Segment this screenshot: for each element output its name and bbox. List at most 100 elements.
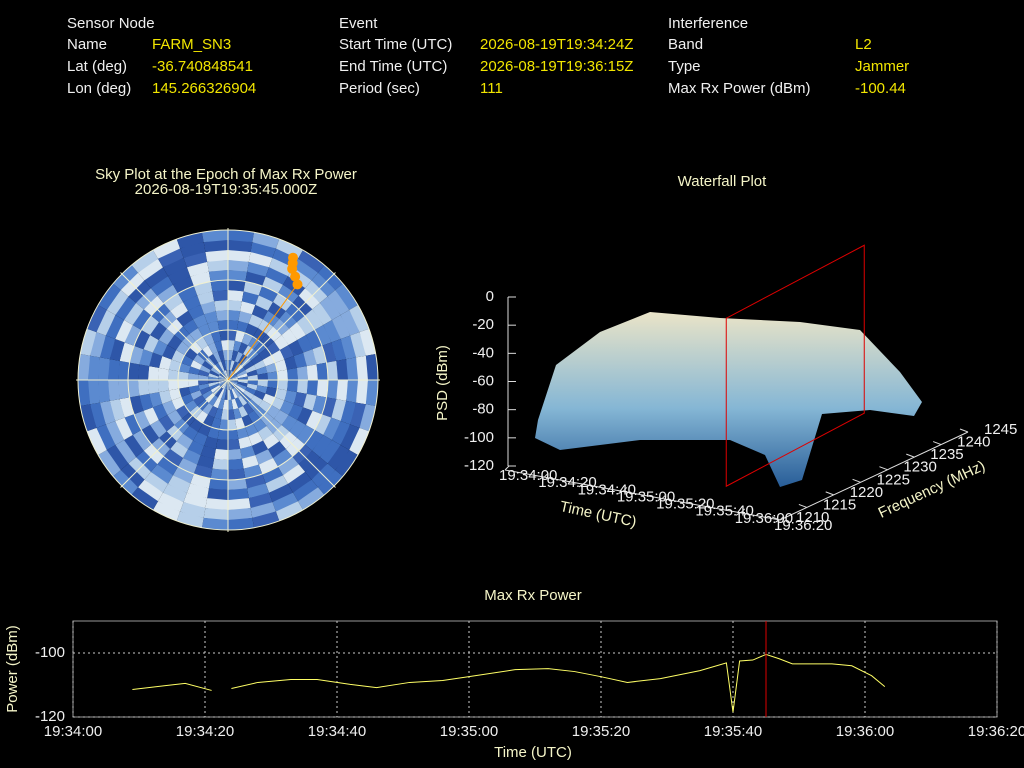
sky-cell: [267, 371, 278, 380]
sky-cell: [128, 380, 140, 398]
sky-cell: [233, 408, 242, 420]
sky-cell: [228, 270, 248, 282]
sky-cell: [271, 397, 285, 410]
sky-cell: [193, 354, 206, 365]
sky-cell: [228, 380, 233, 390]
sky-cell: [250, 242, 276, 258]
sky-cell: [176, 511, 204, 528]
sky-cell: [234, 351, 243, 363]
sky-cell: [80, 404, 97, 432]
sky-cell: [228, 320, 239, 331]
sky-cell: [218, 380, 228, 384]
sky-cell: [245, 423, 258, 437]
sky-cell: [115, 440, 137, 464]
x-tick-label: 19:35:20: [656, 496, 714, 513]
sky-cell: [288, 403, 304, 420]
sky-cell: [170, 441, 188, 458]
sky-cell: [208, 380, 219, 384]
sky-cell: [124, 302, 144, 325]
sky-cell: [238, 405, 248, 418]
sky-cell: [251, 440, 268, 456]
sky-cell: [78, 380, 91, 407]
sky-cell: [274, 388, 288, 401]
sky-cell: [153, 239, 181, 259]
sky-cell: [245, 386, 257, 395]
sky-cell: [198, 380, 209, 386]
sky-cell: [208, 270, 228, 282]
sky-cell: [231, 388, 238, 399]
sky-cell: [296, 366, 308, 380]
sky-cell: [157, 456, 178, 476]
x-tick-label: 19:36:20: [774, 517, 832, 534]
sky-cell: [190, 390, 203, 400]
sky-cell: [201, 517, 228, 530]
sky-cell: [228, 448, 242, 460]
sky-cell: [178, 286, 198, 303]
sky-cell: [314, 325, 332, 346]
sky-cell: [212, 290, 228, 302]
field-value: -36.740848541: [152, 58, 253, 75]
sky-cell: [298, 250, 325, 273]
sky-cell: [228, 250, 251, 262]
sky-cell: [208, 405, 218, 418]
field-label: Period (sec): [339, 80, 420, 97]
sky-cell: [277, 380, 288, 391]
y-axis-label: Power (dBm): [4, 625, 21, 713]
x-tick-label: 19:35:40: [704, 723, 762, 740]
sky-cell: [258, 286, 278, 303]
sky-cell: [228, 508, 253, 520]
field-value: FARM_SN3: [152, 36, 231, 53]
sky-cell: [251, 304, 268, 320]
sky-cell: [349, 305, 369, 333]
sky-cell: [297, 335, 313, 353]
sky-cell: [215, 439, 228, 451]
z-tick-label: -100: [464, 429, 494, 446]
sky-cell: [284, 356, 297, 370]
sky-cell: [365, 380, 378, 407]
sky-cell: [278, 456, 299, 476]
sky-cell: [223, 370, 228, 380]
sky-cell: [297, 407, 313, 425]
sky-cell: [228, 389, 232, 400]
sky-cell: [246, 369, 258, 377]
sky-cell: [350, 332, 366, 358]
sky-cell: [158, 328, 175, 345]
sky-cell: [273, 448, 293, 467]
sky-cell: [202, 402, 213, 415]
sky-cell: [108, 380, 120, 401]
sky-cell: [88, 355, 100, 380]
sky-cell: [256, 385, 268, 394]
sky-cell: [168, 369, 179, 380]
section-title: Interference: [668, 15, 748, 32]
sky-cell: [168, 388, 182, 401]
y-tick-label: -100: [35, 644, 65, 661]
sky-cell: [228, 376, 238, 380]
sky-cell: [217, 398, 225, 410]
sky-cell: [243, 464, 263, 479]
sky-cell: [273, 410, 289, 425]
x-tick-label: 19:34:00: [44, 723, 102, 740]
sky-cell: [326, 380, 338, 400]
x-tick-label: 19:34:20: [176, 723, 234, 740]
sky-cell: [234, 417, 246, 430]
sky-cell: [203, 240, 228, 252]
sky-cell: [208, 373, 219, 379]
sky-cell: [228, 399, 234, 410]
sky-cell: [269, 483, 293, 503]
sky-cell: [159, 356, 172, 370]
sky-cell: [178, 371, 189, 380]
sky-cell: [181, 393, 194, 405]
sky-cell: [257, 380, 268, 387]
sky-cell: [252, 232, 280, 249]
sky-cell: [98, 450, 121, 477]
sky-cell: [228, 240, 253, 252]
sky-cell: [210, 367, 221, 375]
sky-cell: [312, 395, 327, 415]
sky-cell: [200, 445, 216, 459]
sky-cell: [98, 283, 121, 310]
sky-cell: [152, 340, 168, 357]
sky-cell: [288, 471, 312, 493]
psd-surface: [535, 312, 922, 487]
sky-cell: [199, 365, 211, 374]
